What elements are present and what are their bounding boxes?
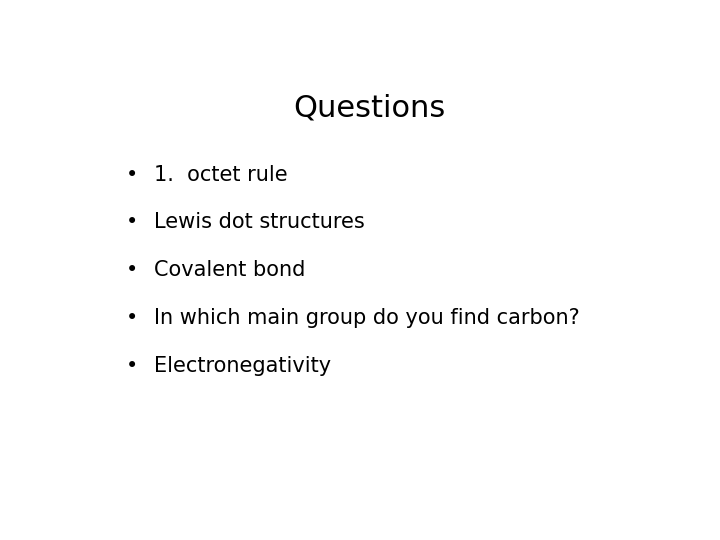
Text: Questions: Questions (293, 94, 445, 123)
Text: 1.  octet rule: 1. octet rule (154, 165, 288, 185)
Text: Lewis dot structures: Lewis dot structures (154, 212, 365, 232)
Text: Electronegativity: Electronegativity (154, 356, 331, 376)
Text: •: • (126, 212, 138, 232)
Text: •: • (126, 308, 138, 328)
Text: •: • (126, 356, 138, 376)
Text: •: • (126, 165, 138, 185)
Text: •: • (126, 260, 138, 280)
Text: Covalent bond: Covalent bond (154, 260, 305, 280)
Text: In which main group do you find carbon?: In which main group do you find carbon? (154, 308, 580, 328)
